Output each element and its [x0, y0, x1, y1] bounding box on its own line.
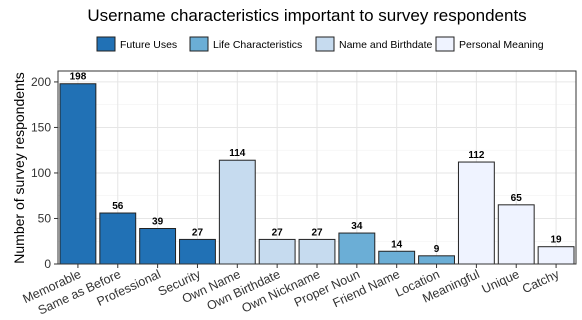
legend: Future Uses Life Characteristics Name and … [96, 36, 544, 52]
bar-professional [139, 227, 177, 265]
bar-security [179, 238, 216, 265]
data-label: 14 [391, 239, 403, 250]
bar-own-nickname [298, 238, 336, 265]
bar-meaningful [457, 161, 495, 265]
data-label: 114 [229, 148, 246, 159]
y-tick-label: 150 [31, 120, 51, 134]
data-label: 39 [152, 216, 164, 227]
x-tick-label: Unique [480, 267, 522, 296]
data-label: 19 [551, 235, 563, 246]
y-tick-label: 200 [31, 75, 51, 89]
legend-label: Life Characteristics [213, 39, 302, 51]
legend-swatch [315, 36, 335, 52]
y-tick-label: 100 [31, 166, 51, 180]
legend-label: Name and Birthdate [339, 39, 433, 51]
chart-title: Username characteristics important to su… [87, 6, 526, 25]
bars [59, 83, 575, 265]
data-label: 34 [351, 221, 363, 232]
legend-swatch [96, 36, 116, 52]
data-label: 27 [192, 227, 204, 238]
bar-catchy [537, 246, 575, 265]
data-label: 56 [112, 201, 124, 212]
plot-panel-border [57, 70, 577, 265]
legend-swatch [189, 36, 209, 52]
y-tick-label: 0 [44, 257, 51, 271]
y-tick-label: 50 [38, 211, 52, 225]
y-axis-label: Number of survey respondents [11, 72, 27, 263]
data-label: 198 [70, 72, 87, 83]
bar-same-as-before [99, 212, 137, 265]
bar-own-name [218, 159, 256, 265]
bar-memorable [59, 83, 97, 265]
data-labels: 198 56 39 27 114 27 27 34 14 9 112 65 19 [70, 72, 562, 255]
data-label: 112 [468, 150, 485, 161]
bar-own-birthdate [258, 238, 296, 265]
legend-label: Future Uses [120, 39, 177, 51]
bar-friend-name [378, 250, 416, 265]
legend-label: Personal Meaning [459, 39, 544, 51]
data-label: 27 [272, 227, 284, 238]
data-label: 9 [434, 244, 440, 255]
data-label: 27 [311, 227, 323, 238]
legend-swatch [435, 36, 455, 52]
bar-location [418, 255, 455, 265]
x-tick-label: Catchy [520, 267, 562, 296]
data-label: 65 [511, 193, 523, 204]
bar-unique [497, 204, 535, 265]
bar-proper-noun [338, 232, 376, 265]
